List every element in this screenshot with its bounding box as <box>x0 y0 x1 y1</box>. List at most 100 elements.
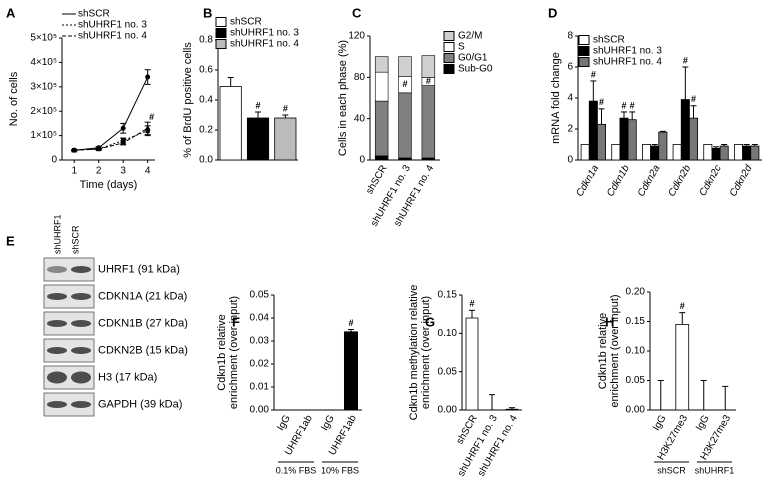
y-tick-label: 120 <box>348 31 365 42</box>
legend-label: shUHRF1 no. 4 <box>230 39 299 50</box>
point <box>144 125 151 131</box>
y-tick-label: 0.01 <box>250 382 270 393</box>
bar <box>742 145 752 161</box>
significance-mark: # <box>255 100 260 110</box>
point <box>120 125 126 131</box>
significance-mark: # <box>691 94 696 104</box>
legend-label: shSCR <box>593 35 625 46</box>
bar-segment <box>398 56 412 77</box>
y-tick-label: 0.0 <box>199 155 213 166</box>
group-label: shSCR <box>657 465 686 475</box>
bar-segment <box>398 92 412 159</box>
y-tick-label: 3×10⁵ <box>30 81 57 92</box>
blot-band <box>47 371 67 384</box>
bar <box>672 144 682 161</box>
bar <box>219 86 242 161</box>
bar <box>274 117 297 161</box>
blot-row-label: UHRF1 (91 kDa) <box>98 263 180 275</box>
y-tick-label: 0.00 <box>626 405 646 416</box>
significance-mark: # <box>621 100 626 110</box>
legend-swatch <box>215 39 227 49</box>
bar <box>465 317 479 411</box>
y-axis-label: Cells in each phase (%) <box>337 40 349 156</box>
bar-segment <box>374 56 389 73</box>
bar <box>611 144 621 161</box>
y-axis-label: enrichment (over input) <box>609 294 621 407</box>
significance-mark: # <box>680 301 685 311</box>
lane-label: shUHRF1 <box>52 214 62 254</box>
bar <box>734 144 743 161</box>
bar <box>650 145 660 161</box>
bar <box>642 144 651 161</box>
blot-row-label: H3 (17 kDa) <box>98 371 157 383</box>
y-tick-label: 0.03 <box>250 336 270 347</box>
y-tick-label: 0.04 <box>250 313 270 324</box>
y-tick-label: 0.10 <box>626 346 646 357</box>
blot-band <box>71 371 91 384</box>
significance-mark: # <box>591 69 596 79</box>
bar <box>580 144 590 161</box>
point <box>145 74 151 80</box>
y-tick-label: 40 <box>354 113 366 124</box>
panel-letter: G <box>425 314 435 329</box>
blot-strip <box>43 392 95 417</box>
panel-letter: A <box>6 5 16 20</box>
bar <box>246 117 270 161</box>
legend-label: shUHRF1 no. 4 <box>593 57 662 68</box>
bar-segment <box>421 55 436 78</box>
x-tick-label: IgG <box>319 413 337 433</box>
legend-label: shUHRF1 no. 3 <box>230 28 299 39</box>
bar <box>711 147 721 161</box>
panel-letter: B <box>203 5 212 20</box>
y-axis-label: Cdkn1b methylation relative <box>408 285 420 421</box>
bar <box>703 144 713 161</box>
series-line <box>74 127 148 151</box>
blot-strip <box>43 257 95 282</box>
x-tick-label: Cdkn1b <box>605 163 632 199</box>
x-tick-label: 1 <box>71 166 77 177</box>
bar <box>588 100 598 161</box>
x-axis-label: Time (days) <box>80 179 138 191</box>
x-tick-label: Cdkn2a <box>636 163 663 199</box>
y-tick-label: 2 <box>567 124 573 135</box>
x-tick-label: 2 <box>96 166 102 177</box>
blot-band <box>71 293 91 300</box>
significance-mark: # <box>630 100 635 110</box>
y-tick-label: 4 <box>567 93 573 104</box>
y-tick-label: 6 <box>567 62 573 73</box>
x-tick-label: shSCR <box>364 163 389 196</box>
y-tick-label: 0.2 <box>199 125 213 136</box>
panel-letter: F <box>232 314 240 329</box>
y-axis-label: enrichment (over input) <box>228 296 240 409</box>
legend-label: shSCR <box>78 9 110 20</box>
panel-letter: H <box>605 314 614 329</box>
bar <box>680 99 690 161</box>
legend-swatch <box>578 46 590 56</box>
blot-band <box>47 293 67 300</box>
y-axis-label: enrichment (over input) <box>420 296 432 409</box>
legend-swatch <box>215 17 227 27</box>
bar-segment <box>374 71 389 102</box>
point <box>95 146 102 152</box>
legend-swatch <box>443 64 455 74</box>
blot-row-label: CDKN1A (21 kDa) <box>98 290 187 302</box>
y-tick-label: 80 <box>354 72 366 83</box>
blot-strip <box>43 311 95 336</box>
significance-mark: # <box>402 79 407 89</box>
legend-swatch <box>443 31 455 41</box>
y-tick-label: 0.15 <box>438 290 458 301</box>
significance-mark: # <box>599 97 604 107</box>
x-tick-label: Cdkn2b <box>666 163 693 199</box>
blot-band <box>47 266 67 273</box>
y-tick-label: 0.15 <box>626 316 646 327</box>
y-tick-label: 1×10⁵ <box>30 130 57 141</box>
legend-label: S <box>458 42 465 53</box>
blot-band <box>47 320 67 327</box>
blot-row-label: GAPDH (39 kDa) <box>98 398 182 410</box>
x-tick-label: Cdkn2c <box>697 163 723 198</box>
blot-band <box>47 401 67 408</box>
y-axis-label: % of BrdU positive cells <box>182 42 194 158</box>
blot-band <box>71 347 91 354</box>
y-tick-label: 0.05 <box>626 375 646 386</box>
legend-label: shUHRF1 no. 4 <box>78 31 147 42</box>
